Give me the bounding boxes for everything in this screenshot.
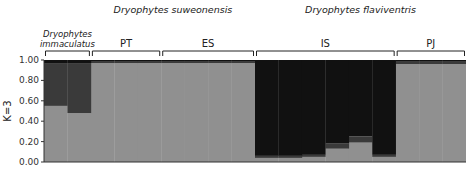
y-axis-line (44, 60, 45, 162)
bar-segment (349, 137, 373, 143)
group-label: PT (120, 38, 133, 49)
bar-segment (255, 156, 279, 158)
y-tick-label: 0.80 (19, 75, 39, 85)
bar-segment (349, 60, 373, 137)
bar-segment (278, 156, 302, 158)
bar-segment (114, 63, 138, 162)
bar-segment (114, 61, 138, 63)
bar-segment (372, 155, 396, 157)
bar-segment (185, 60, 209, 61)
chart: 0.00 0.20 0.40 0.60 0.80 1.00 K=3 Dryophytesimm… (0, 0, 474, 170)
group-bracket (46, 51, 90, 56)
species-label: Dryophytes suweonensis (114, 4, 233, 15)
bar-segment (325, 149, 349, 162)
bar-segment (161, 60, 185, 61)
bar-segment (396, 60, 420, 61)
bar-segment (349, 143, 373, 162)
bar-segment (443, 61, 466, 64)
group-bracket (163, 51, 254, 56)
bar-segment (255, 158, 279, 162)
bar-segment (44, 60, 68, 63)
bar-segment (114, 60, 138, 61)
bar-segment (302, 155, 326, 157)
bar-segment (443, 64, 466, 162)
group-label: IS (321, 38, 330, 49)
group-label: Dryophytes (43, 29, 93, 39)
bar-segment (372, 157, 396, 162)
bar-segment (419, 64, 443, 162)
bar-segment (372, 60, 396, 155)
bar-segment (278, 60, 302, 156)
bar-segment (396, 64, 420, 162)
bar-segment (232, 61, 256, 63)
bar-segment (44, 106, 68, 162)
y-axis-label: K=3 (2, 100, 13, 121)
bar-segment (208, 61, 232, 63)
bar-segment (396, 61, 420, 64)
y-tick (41, 121, 44, 122)
group-label: ES (202, 38, 215, 49)
group-label: PJ (426, 38, 435, 49)
bar-segment (44, 63, 68, 106)
bars (44, 60, 466, 162)
bar-segment (419, 61, 443, 64)
bar-segment (419, 60, 443, 61)
bar-segment (67, 60, 91, 63)
y-tick-label: 0.20 (19, 137, 39, 147)
bar-segment (208, 63, 232, 162)
y-tick (41, 162, 44, 163)
bar-segment (325, 144, 349, 149)
y-tick-label: 0.00 (19, 157, 39, 167)
bar-segment (232, 63, 256, 162)
group-bracket (92, 51, 159, 56)
bar-segment (278, 158, 302, 162)
bar-segment (325, 60, 349, 144)
bar-segment (255, 60, 279, 156)
bar-segment (443, 60, 466, 61)
bar-segment (138, 63, 162, 162)
x-axis-line (44, 162, 466, 163)
bar-segment (67, 63, 91, 113)
bar-segment (138, 60, 162, 61)
bar-segment (161, 63, 185, 162)
bar-segment (91, 60, 115, 61)
bar-segment (232, 60, 256, 61)
y-tick-label: 0.40 (19, 116, 39, 126)
group-bracket (397, 51, 464, 56)
bar-segment (67, 113, 91, 162)
bar-segment (185, 63, 209, 162)
group-label: immaculatus (40, 39, 95, 49)
y-tick-label: 1.00 (19, 55, 39, 65)
y-tick-label: 0.60 (19, 96, 39, 106)
bar-segment (138, 61, 162, 63)
bar-segment (302, 157, 326, 162)
bar-segment (91, 61, 115, 63)
y-tick (41, 60, 44, 61)
species-label: Dryophytes flaviventris (305, 4, 416, 15)
group-bracket (257, 51, 395, 56)
bar-segment (185, 61, 209, 63)
bar-segment (91, 63, 115, 162)
y-tick (41, 100, 44, 101)
bar-segment (161, 61, 185, 63)
bar-segment (302, 60, 326, 155)
y-tick (41, 80, 44, 81)
bar-segment (208, 60, 232, 61)
y-tick (41, 141, 44, 142)
